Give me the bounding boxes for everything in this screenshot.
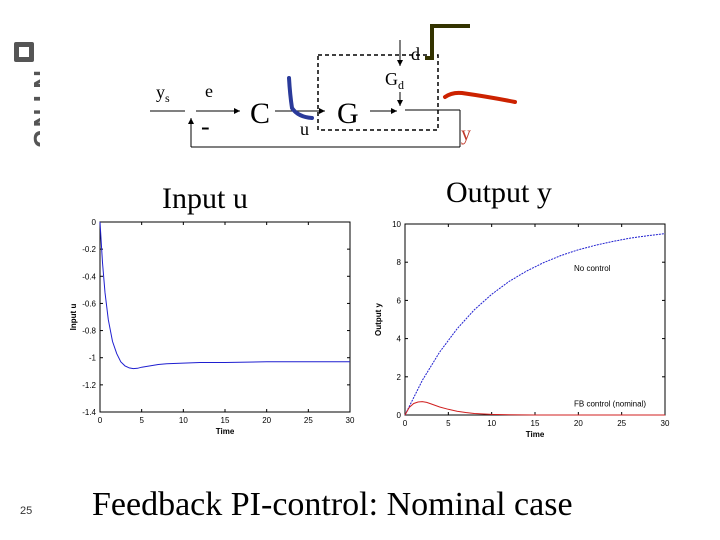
- x-tick-label: 20: [262, 416, 271, 425]
- y-tick-label: -1: [89, 354, 97, 363]
- ntnu-logo: NTNU: [14, 42, 40, 150]
- chart-annotation: FB control (nominal): [574, 399, 646, 408]
- minus-sign: -: [201, 112, 210, 141]
- x-tick-label: 25: [304, 416, 313, 425]
- u-signal-sketch: [287, 76, 314, 120]
- x-tick-label: 25: [617, 419, 626, 428]
- series-line-1: [404, 401, 665, 416]
- output-y-chart: 0 5 10 15 20 25 30 0 2 4 6 8 10 Time Output y No contro…: [375, 220, 670, 439]
- x-axis-label: Time: [526, 430, 545, 439]
- slide-number: 25: [20, 505, 33, 517]
- sidebar: NTNU 25: [0, 0, 48, 540]
- y-tick-label: 10: [392, 220, 401, 229]
- x-tick-label: 0: [403, 419, 408, 428]
- y-tick-label: -0.8: [82, 327, 96, 336]
- controller-block: C: [250, 97, 270, 130]
- slide-title: Feedback PI-control: Nominal case: [92, 486, 573, 523]
- plant-dashed-box: [317, 54, 439, 131]
- plot-frame: [404, 223, 666, 416]
- y-axis-label: Output y: [375, 303, 383, 336]
- disturbance-label: d: [411, 44, 420, 64]
- y-tick-label: 6: [397, 296, 402, 305]
- d-step-sketch: [425, 24, 470, 60]
- series-line-0: [404, 233, 666, 416]
- x-tick-label: 30: [346, 416, 355, 425]
- disturbance-block: Gd: [385, 69, 404, 92]
- plant-block: G: [337, 97, 359, 130]
- chart-annotation: No control: [574, 264, 611, 273]
- y-tick-label: -0.2: [82, 245, 96, 254]
- input-label: u: [300, 119, 309, 139]
- x-tick-label: 0: [98, 416, 103, 425]
- x-tick-label: 15: [531, 419, 540, 428]
- series-line-0: [99, 221, 350, 370]
- logo-text: NTNU: [28, 70, 40, 150]
- x-tick-label: 10: [179, 416, 188, 425]
- right-panel-title: Output y: [446, 176, 552, 209]
- y-tick-label: 8: [397, 258, 402, 267]
- x-axis-label: Time: [216, 427, 235, 436]
- y-tick-label: 2: [397, 373, 402, 382]
- x-tick-label: 15: [221, 416, 230, 425]
- x-tick-label: 10: [487, 419, 496, 428]
- x-tick-label: 5: [139, 416, 144, 425]
- y-axis-label: Input u: [69, 304, 78, 331]
- output-label: y: [461, 123, 471, 145]
- y-tick-label: 0: [397, 411, 402, 420]
- y-tick-label: 0: [92, 218, 97, 227]
- block-diagram: ys e - C u G Gd d y: [150, 24, 517, 148]
- y-tick-label: -1.4: [82, 408, 96, 417]
- x-tick-label: 20: [574, 419, 583, 428]
- y-signal-sketch: [443, 90, 517, 104]
- error-label: e: [205, 81, 213, 101]
- input-u-chart: 0 5 10 15 20 25 30 0 -0.2 -0.4 -0.6 -0.8 -1 -1.2 -1.4 T…: [69, 218, 355, 436]
- plot-frame: [99, 221, 351, 413]
- y-tick-label: 4: [397, 335, 402, 344]
- x-tick-label: 30: [661, 419, 670, 428]
- y-tick-label: -0.4: [82, 272, 96, 281]
- y-tick-label: -1.2: [82, 381, 96, 390]
- y-tick-label: -0.6: [82, 299, 96, 308]
- setpoint-label: ys: [156, 82, 170, 105]
- x-tick-label: 5: [446, 419, 451, 428]
- left-panel-title: Input u: [162, 182, 248, 215]
